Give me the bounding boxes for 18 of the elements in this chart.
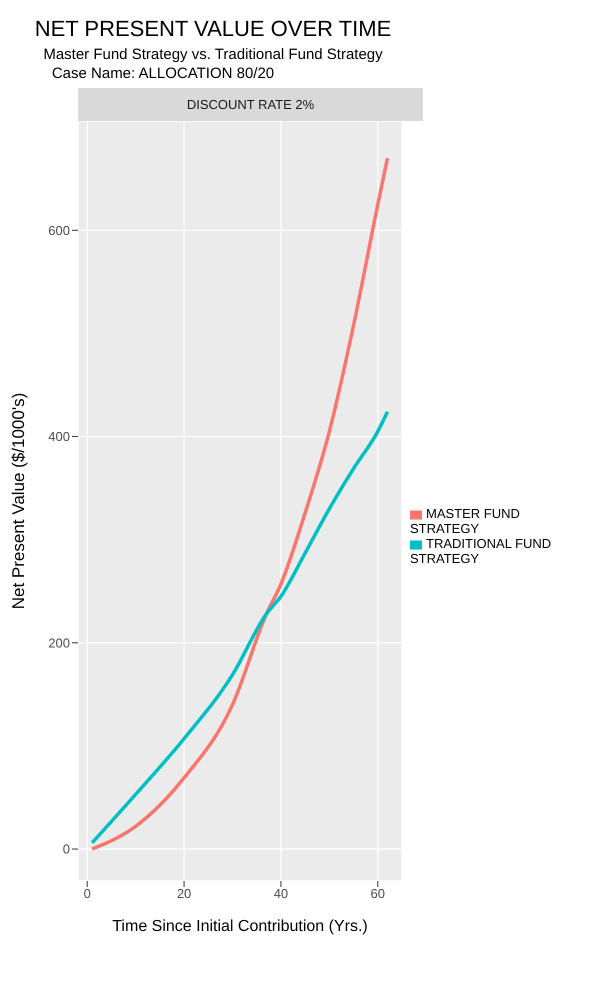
line-series: [90, 410, 390, 845]
chart-title: NET PRESENT VALUE OVER TIME: [34, 16, 392, 42]
x-axis-title: Time Since Initial Contribution (Yrs.): [112, 918, 368, 935]
text: DISCOUNT RATE 2%: [78, 88, 423, 121]
y-tick-label: 400: [48, 429, 70, 444]
y-axis-title: Net Present Value ($/1000's): [9, 392, 28, 610]
y-tick-label: 0: [62, 842, 70, 857]
chart-subtitle: Master Fund Strategy vs. Traditional Fund Strategy: [42, 46, 384, 63]
line-series: [90, 156, 390, 851]
y-tick-label: 600: [48, 222, 70, 238]
x-tick-label: 0: [84, 886, 91, 902]
legend-label: TRADITIONAL FUND STRATEGY: [410, 536, 552, 566]
x-tick-label: 60: [370, 886, 386, 902]
x-tick-label: 20: [176, 886, 192, 902]
x-tick-label: 40: [274, 886, 288, 902]
legend-label: MASTER FUND STRATEGY: [410, 506, 520, 536]
y-tick-label: 200: [48, 635, 70, 650]
text: Case Name: ALLOCATION 80/20: [50, 65, 276, 82]
